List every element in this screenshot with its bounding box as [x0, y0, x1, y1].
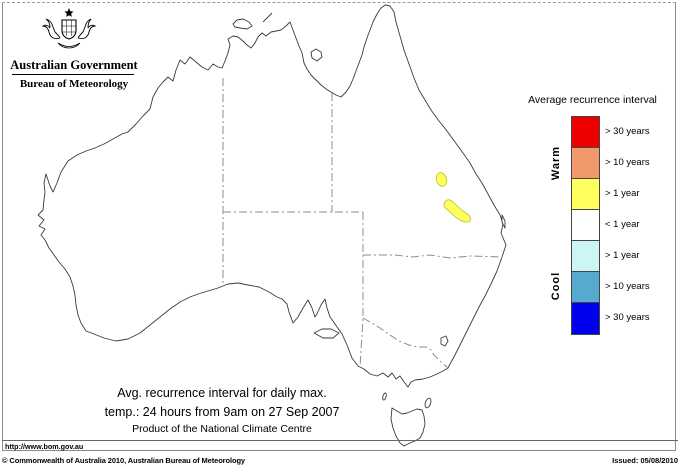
coat-of-arms [41, 8, 97, 49]
qld-nsw-border [363, 254, 503, 259]
map-title-block: Avg. recurrence interval for daily max. … [72, 386, 372, 435]
shield-icon [61, 19, 77, 40]
sa-east-border [359, 212, 364, 368]
government-title: Australian Government [10, 58, 138, 72]
legend-label-warm-10y: > 10 years [605, 157, 650, 168]
legend-label-cool-10y: > 10 years [605, 281, 650, 292]
groote-eylandt [310, 48, 323, 62]
australia-coastline [37, 4, 507, 388]
map-title-line2: temp.: 24 hours from 9am on 27 Sep 2007 [104, 405, 340, 419]
legend-cool-axis-label: Cool [550, 271, 562, 301]
map-title-line1: Avg. recurrence interval for daily max. [117, 386, 327, 400]
legend-label-warm-1y: > 1 year [605, 188, 640, 199]
map-title-line3: Product of the National Climate Centre [132, 423, 312, 435]
legend-label-warm-30y: > 30 years [605, 126, 650, 137]
legend-swatch-warm-10y [572, 148, 599, 179]
kangaroo-icon [41, 18, 61, 40]
nsw-vic-border [362, 317, 449, 369]
header-rule [12, 74, 134, 75]
legend-color-ramp [571, 116, 600, 335]
act-border [440, 335, 449, 347]
bureau-title: Bureau of Meteorology [19, 78, 129, 90]
legend-swatch-cool-30y [572, 303, 599, 334]
legend-swatch-cool-10y [572, 272, 599, 303]
legend-warm-axis-label: Warm [550, 145, 562, 181]
legend-swatch-warm-1y [572, 179, 599, 210]
copyright-line: © Commonwealth of Australia 2010, Austra… [2, 456, 245, 465]
warm-patch-small [435, 172, 448, 187]
king-island [382, 392, 387, 401]
legend-label-cool-30y: > 30 years [605, 312, 650, 323]
bom-url: http://www.bom.gov.au [5, 442, 84, 451]
warm-patch-large [443, 199, 471, 223]
legend-swatch-warm-30y [572, 117, 599, 148]
legend-swatch-neutral [572, 210, 599, 241]
crest-scroll-icon [57, 42, 81, 49]
commonwealth-star-icon [64, 8, 74, 17]
flinders-island [424, 397, 432, 409]
legend-label-cool-1y: > 1 year [605, 250, 640, 261]
emu-icon [77, 18, 97, 40]
legend-swatch-cool-1y [572, 241, 599, 272]
tasmania [390, 407, 426, 447]
issued-date: Issued: 05/08/2010 [612, 456, 678, 465]
legend-label-neutral: < 1 year [605, 219, 640, 230]
wessel-islands [262, 12, 273, 23]
melville-island [232, 18, 253, 30]
fraser-island [501, 214, 506, 229]
kangaroo-island [313, 328, 340, 339]
legend-title: Average recurrence interval [528, 94, 657, 106]
footer-divider [2, 440, 678, 441]
